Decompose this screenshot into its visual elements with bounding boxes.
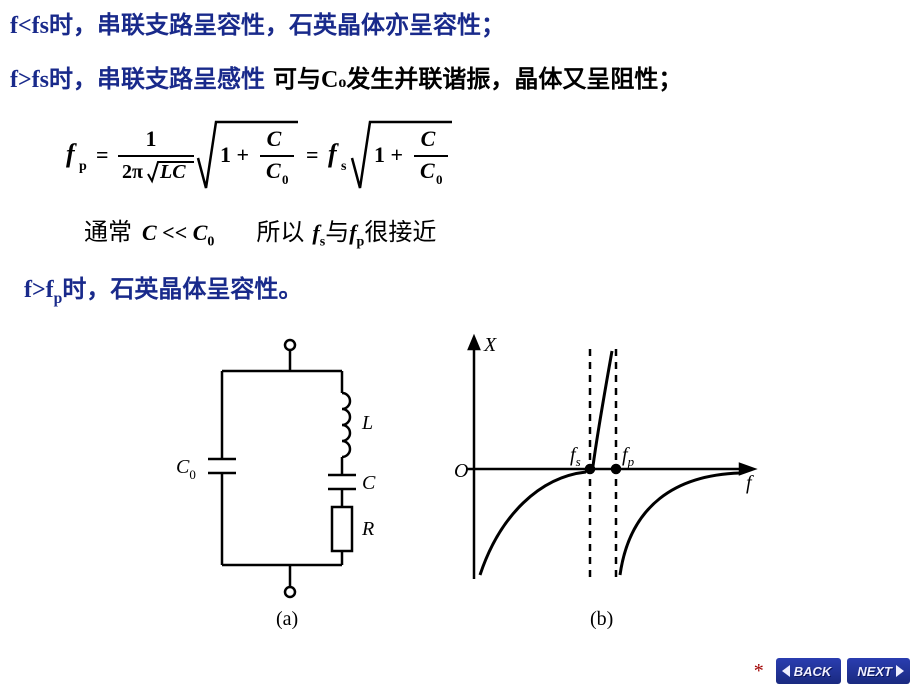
formula-mid-var: f [328, 139, 339, 168]
slide-content: f<fs时，串联支路呈容性，石英晶体亦呈容性； f>fs时，串联支路呈感性 可与… [0, 0, 920, 634]
graph-fs: fs [570, 444, 581, 469]
formula-lhs-sub: p [79, 159, 87, 174]
caption-a: (a) [276, 608, 298, 629]
reactance-graph: X O f fs fp (b) [430, 329, 770, 634]
footer: * BACK NEXT [0, 658, 920, 684]
text-line-3: f>fp时，石英晶体呈容性。 [24, 272, 910, 310]
formula-sqrt1-den-sub: 0 [282, 172, 289, 187]
line2-black-pre: 可与C [273, 62, 338, 98]
label-l: L [361, 412, 373, 434]
triangle-right-icon [896, 665, 904, 677]
text-fp: fp [349, 220, 364, 250]
next-label: NEXT [857, 664, 892, 679]
formula-sqrt1-den: C [266, 158, 281, 183]
svg-text:=: = [306, 142, 319, 167]
formula-sqrt2-den: C [420, 158, 435, 183]
text-c-less-c0: C << C0 [142, 220, 214, 250]
text-fs: fs [312, 220, 325, 250]
star-icon: * [754, 660, 764, 683]
next-button[interactable]: NEXT [847, 658, 910, 684]
formula-den-pre: 2π [122, 161, 143, 183]
formula-sqrt2-pre: 1 + [374, 142, 403, 167]
formula-sqrt1-num: C [267, 126, 282, 151]
back-button[interactable]: BACK [776, 658, 842, 684]
text-and: 与 [325, 212, 349, 247]
graph-x-label: f [746, 472, 754, 494]
formula-den-sqrt: LC [159, 161, 186, 183]
formula-lhs-var: f [66, 139, 77, 168]
diagram-row: C0 L C R (a) [10, 329, 910, 634]
formula-sqrt2-num: C [421, 126, 436, 151]
line2-blue: f>fs时，串联支路呈感性 [10, 62, 265, 98]
formula-sqrt2-den-sub: 0 [436, 172, 443, 187]
label-c0: C0 [176, 456, 196, 482]
text-so: 所以 [256, 212, 304, 247]
triangle-left-icon [782, 665, 790, 677]
label-r: R [361, 518, 374, 540]
text-line-1: f<fs时，串联支路呈容性，石英晶体亦呈容性； [10, 8, 910, 44]
graph-y-label: X [483, 334, 497, 356]
label-c: C [362, 472, 376, 494]
line2-black-post: 发生并联谐振，晶体又呈阻性； [346, 62, 682, 98]
caption-b: (b) [590, 608, 613, 629]
formula-sqrt1-pre: 1 + [220, 142, 249, 167]
text-row-usually: 通常 C << C0 所以 fs 与 fp 很接近 [84, 212, 910, 250]
formula-mid-sub: s [341, 159, 347, 174]
graph-origin: O [454, 460, 468, 482]
circuit-diagram: C0 L C R (a) [150, 329, 410, 634]
back-label: BACK [794, 664, 832, 679]
text-close: 很接近 [364, 212, 436, 247]
formula-fp: f p = 1 2π LC 1 + C C 0 = f s [66, 116, 910, 196]
text-line-2: f>fs时，串联支路呈感性 可与Co发生并联谐振，晶体又呈阻性； [10, 62, 910, 98]
formula-num: 1 [146, 126, 157, 151]
text-usually: 通常 [84, 212, 132, 247]
svg-text:=: = [96, 142, 109, 167]
graph-fp: fp [622, 444, 635, 469]
